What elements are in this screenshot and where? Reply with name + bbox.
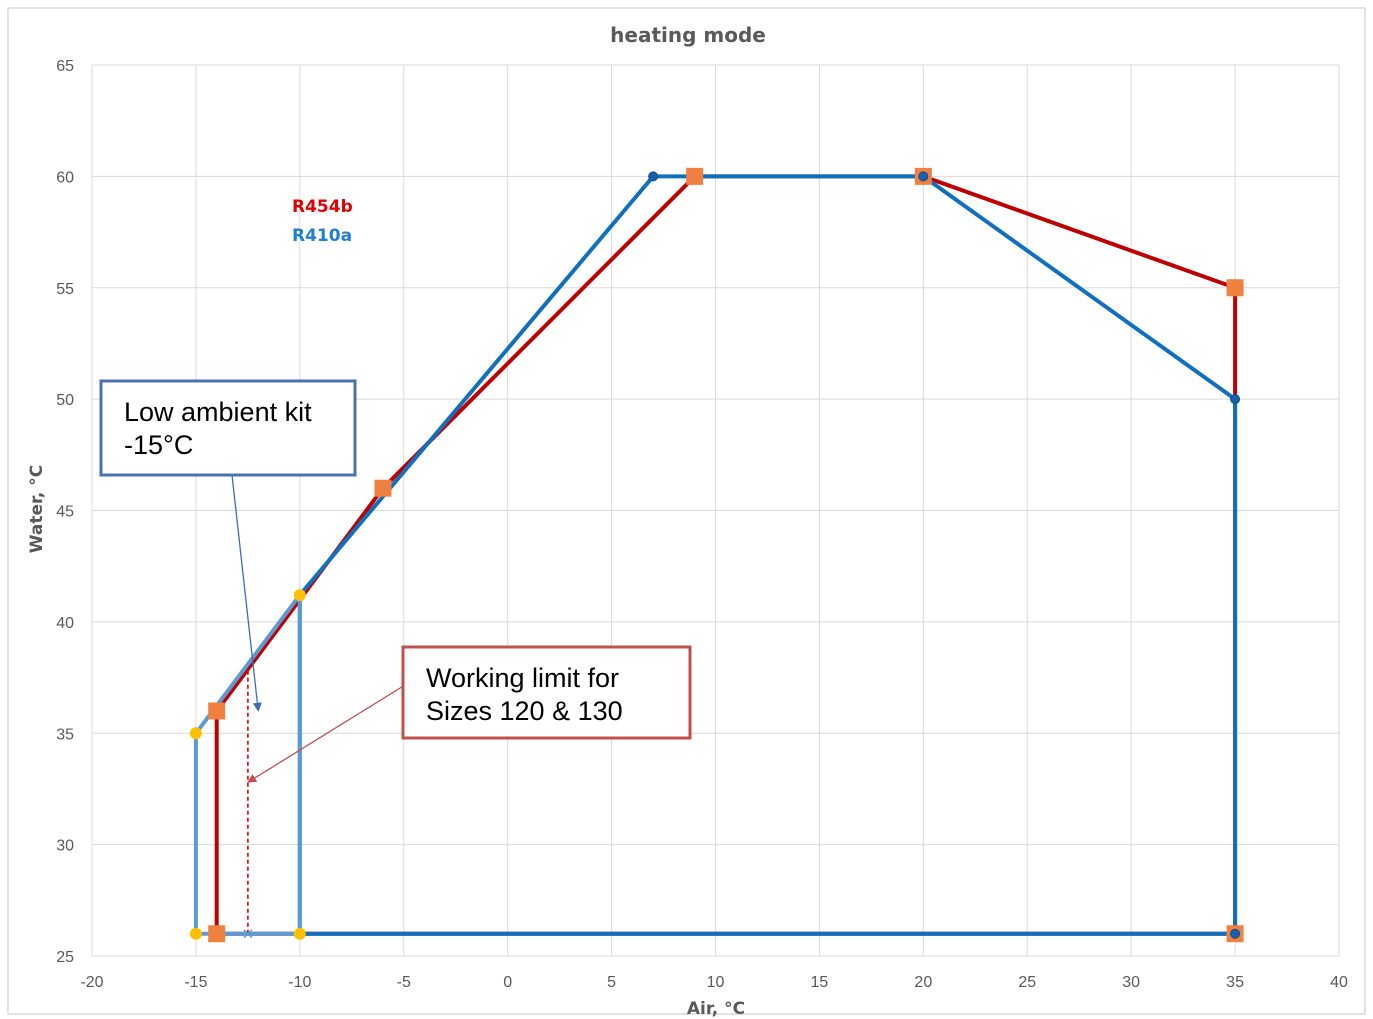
legend-entry-r454b: R454b <box>292 197 353 217</box>
callout-box-working-limit <box>401 645 692 740</box>
x-axis-ticks: -20 -15 -10 -5 0 5 10 15 20 25 30 35 40 <box>80 974 1348 991</box>
y-tick-label: 40 <box>56 615 74 632</box>
data-point-r410a <box>648 171 659 182</box>
x-tick-label: 5 <box>607 974 616 991</box>
working-limit-marker <box>243 929 253 939</box>
legend-entry-r410a: R410a <box>292 226 352 246</box>
x-tick-label: -10 <box>288 974 311 991</box>
data-point-r454b <box>1226 279 1244 297</box>
data-point-r454b <box>208 702 226 720</box>
y-axis-title: Water, °C <box>27 465 47 554</box>
y-tick-label: 55 <box>56 281 74 298</box>
x-tick-label: 20 <box>914 974 932 991</box>
callout-text-working-limit: Sizes 120 & 130 <box>426 696 623 726</box>
data-point-low-ambient <box>293 589 306 602</box>
y-tick-label: 65 <box>56 58 74 75</box>
chart-title: heating mode <box>610 23 766 47</box>
y-tick-label: 30 <box>56 838 74 855</box>
x-tick-label: -20 <box>80 974 103 991</box>
annotations: Low ambient kit-15°C Working limit forSiz… <box>99 379 692 783</box>
x-tick-label: 10 <box>707 974 725 991</box>
x-tick-label: 35 <box>1226 974 1244 991</box>
x-tick-label: 40 <box>1330 974 1348 991</box>
y-tick-label: 60 <box>56 169 74 186</box>
callout-text-working-limit: Working limit for <box>426 663 619 693</box>
data-point-r410a <box>1230 394 1241 405</box>
x-tick-label: 30 <box>1122 974 1140 991</box>
callout-text-low-ambient: Low ambient kit <box>124 397 312 427</box>
callout-text-low-ambient: -15°C <box>124 430 193 460</box>
callout-box-low-ambient <box>99 379 357 477</box>
x-tick-label: 15 <box>811 974 829 991</box>
x-tick-label: -5 <box>397 974 411 991</box>
data-point-r454b <box>374 479 392 497</box>
y-tick-label: 50 <box>56 392 74 409</box>
series-markers <box>189 167 1244 943</box>
callout-arrow-working-limit <box>247 684 406 783</box>
x-tick-label: 0 <box>503 974 512 991</box>
x-tick-label: 25 <box>1018 974 1036 991</box>
x-tick-label: -15 <box>184 974 207 991</box>
y-tick-label: 35 <box>56 726 74 743</box>
y-tick-label: 45 <box>56 504 74 521</box>
x-axis-title: Air, °C <box>687 999 745 1019</box>
callout-arrow-low-ambient <box>231 474 262 712</box>
data-point-low-ambient <box>293 927 306 940</box>
data-point-low-ambient <box>189 927 202 940</box>
data-point-r410a <box>1230 928 1241 939</box>
y-axis-ticks: 25 30 35 40 45 50 55 60 65 <box>56 58 74 966</box>
data-point-r410a <box>918 171 929 182</box>
y-tick-label: 25 <box>56 949 74 966</box>
data-point-r454b <box>208 925 226 943</box>
data-point-r454b <box>686 167 704 185</box>
data-point-low-ambient <box>189 727 202 740</box>
